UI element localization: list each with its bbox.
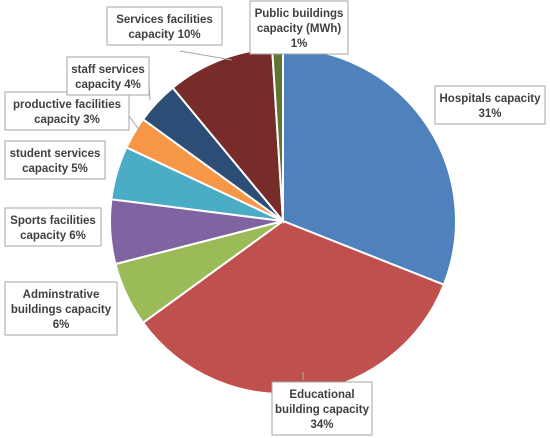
slice-label-text-6-1: capacity 4% (75, 79, 141, 91)
slice-label-text-6-0: staff services (71, 64, 145, 76)
slice-label-box-4 (4, 140, 106, 180)
slice-label-2: Adminstrative buildings capacity 6% (4, 281, 118, 336)
slice-label-text-0-0: Hospitals capacity (440, 93, 542, 105)
slice-label-1: Educational building capacity 34% (271, 381, 373, 436)
slice-label-7: Services facilities capacity 10% (106, 6, 223, 46)
slice-label-text-3-0: Sports facilities (10, 215, 96, 227)
slice-label-box-7 (106, 6, 223, 46)
slice-label-text-0-1: 31% (478, 108, 501, 120)
slice-label-6: staff services capacity 4% (66, 56, 150, 96)
slice-label-text-3-1: capacity 6% (20, 230, 86, 242)
slice-label-text-2-1: buildings capacity (11, 304, 112, 316)
slice-label-5: productive facilities capacity 3% (4, 91, 130, 131)
slice-label-4: student services capacity 5% (4, 140, 106, 180)
slice-label-text-1-0: Educational (289, 389, 354, 401)
leader-line-7 (179, 50, 233, 61)
slice-label-box-0 (434, 85, 546, 125)
slice-label-text-2-2: 6% (53, 319, 70, 331)
slice-label-box-2 (4, 281, 118, 336)
slice-label-text-1-2: 34% (310, 419, 333, 431)
slice-label-text-4-0: student services (10, 148, 101, 160)
slice-label-box-1 (271, 381, 373, 436)
slice-label-text-7-0: Services facilities (116, 14, 213, 26)
slice-label-text-5-1: capacity 3% (34, 114, 100, 126)
slice-label-box-3 (4, 207, 102, 247)
slice-label-box-6 (66, 56, 150, 96)
slice-label-3: Sports facilities capacity 6% (4, 207, 102, 247)
slice-label-0: Hospitals capacity 31% (434, 85, 546, 125)
slice-label-box-8 (249, 0, 349, 55)
slice-label-text-8-0: Public buildings (255, 8, 344, 20)
slice-label-text-8-2: 1% (291, 38, 308, 50)
leader-line-5 (128, 115, 141, 132)
slice-label-text-5-0: productive facilities (13, 99, 121, 111)
slice-label-text-4-1: capacity 5% (22, 163, 88, 175)
slice-label-text-7-1: capacity 10% (128, 29, 200, 41)
slice-label-text-8-1: capacity (MWh) (257, 23, 342, 35)
pie-slices (108, 46, 457, 396)
slice-label-box-5 (4, 91, 130, 131)
slice-label-text-2-0: Adminstrative (23, 289, 100, 301)
slice-label-8: Public buildings capacity (MWh) 1% (249, 0, 349, 55)
slice-label-text-1-1: building capacity (275, 404, 370, 416)
